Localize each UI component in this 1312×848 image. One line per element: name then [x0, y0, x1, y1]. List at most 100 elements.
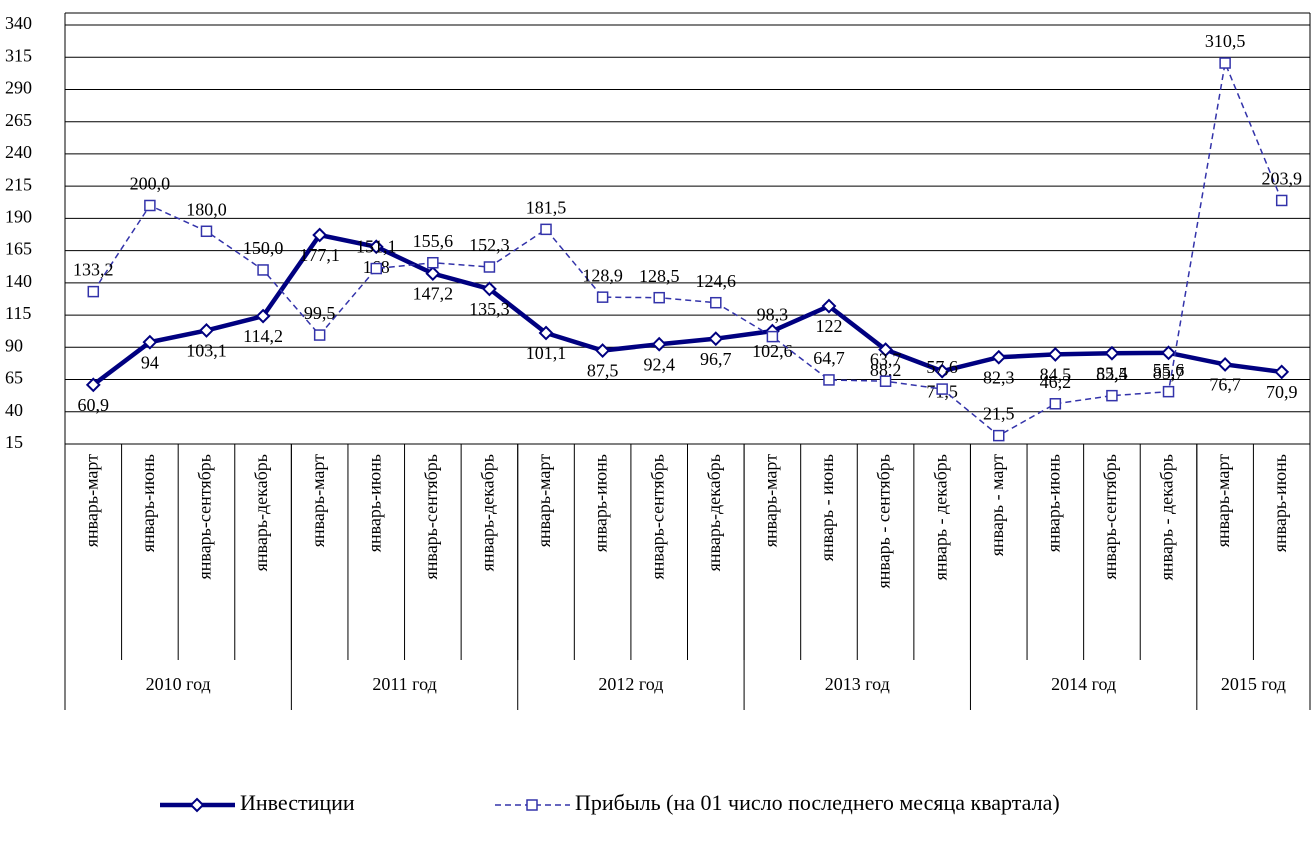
point [368, 239, 384, 255]
x-tick-label: январь-июнь [364, 454, 384, 552]
data-label: 203,9 [1261, 169, 1302, 189]
point [878, 342, 893, 358]
x-tick-label: январь - декабрь [930, 454, 950, 580]
legend-label: Прибыль (на 01 число последнего месяца к… [575, 790, 1060, 815]
x-tick-label: январь-декабрь [478, 454, 498, 571]
x-tick-label: январь - март [987, 454, 1007, 556]
data-label: 87,5 [587, 361, 619, 381]
x-tick-label: январь-сентябрь [1100, 454, 1120, 579]
y-tick-label: 265 [5, 110, 32, 130]
group-label: 2012 год [598, 674, 663, 694]
data-label: 155,6 [413, 231, 454, 251]
point [87, 285, 100, 298]
x-tick-label: январь-декабрь [251, 454, 271, 571]
legend-label: Инвестиции [240, 790, 355, 815]
x-tick-label: январь-июнь [1043, 454, 1063, 552]
point [1162, 385, 1175, 398]
x-tick-label: январь-июнь [1270, 454, 1290, 552]
data-label: 57,6 [926, 357, 958, 377]
y-tick-label: 240 [5, 142, 32, 162]
data-label: 152,3 [469, 235, 510, 255]
point [934, 363, 950, 379]
data-label: 76,7 [1209, 375, 1241, 395]
x-tick-label: январь-июнь [591, 454, 611, 552]
data-label: 181,5 [526, 197, 567, 217]
data-label: 82,3 [983, 367, 1015, 387]
data-label: 135,3 [469, 299, 510, 319]
point [313, 329, 326, 341]
data-label: 85,4 [1096, 363, 1128, 383]
y-tick-label: 190 [5, 207, 32, 227]
point [85, 377, 101, 393]
point [1161, 345, 1176, 361]
y-tick-label: 290 [5, 78, 32, 98]
point [821, 298, 837, 314]
point [1047, 346, 1063, 362]
data-label: 147,2 [413, 284, 454, 304]
data-label: 64,7 [813, 348, 845, 368]
point [651, 336, 667, 352]
point [766, 330, 779, 343]
point [1219, 57, 1231, 69]
data-label: 85,7 [1153, 363, 1185, 383]
y-tick-label: 65 [5, 368, 23, 388]
x-tick-label: январь - сентябрь [874, 454, 894, 588]
point [879, 375, 892, 387]
series-line [92, 60, 1283, 437]
data-label: 128,9 [582, 265, 623, 285]
point [200, 225, 213, 238]
data-label: 99,5 [304, 303, 336, 323]
point [1049, 398, 1062, 410]
data-label: 55,6 [1153, 360, 1185, 380]
y-tick-label: 90 [5, 335, 23, 355]
point [257, 264, 269, 276]
y-tick-label: 15 [5, 432, 23, 452]
point [312, 227, 328, 243]
data-label: 84,5 [1040, 365, 1072, 385]
y-tick-label: 40 [5, 400, 23, 420]
group-label: 2011 год [372, 674, 436, 694]
data-label: 94 [141, 352, 159, 372]
point [142, 334, 158, 350]
y-tick-label: 115 [5, 303, 31, 323]
point [595, 343, 611, 358]
y-tick-label: 215 [5, 174, 32, 194]
y-tick-label: 315 [5, 45, 32, 65]
y-tick-label: 165 [5, 239, 32, 259]
x-tick-label: январь-март [534, 454, 554, 547]
y-tick-label: 140 [5, 271, 32, 291]
data-label: 177,1 [299, 245, 340, 265]
data-label: 46,2 [1040, 372, 1072, 392]
data-label: 96,7 [700, 349, 732, 369]
point [483, 261, 496, 273]
point [991, 349, 1007, 365]
x-tick-label: январь-декабрь [704, 454, 724, 571]
data-label: 101,1 [526, 343, 567, 363]
x-tick-label: январь-июнь [138, 454, 158, 552]
data-label: 60,9 [78, 395, 110, 415]
point [482, 281, 497, 297]
x-tick-label: январь-сентябрь [647, 454, 667, 579]
x-tick-label: январь-сентябрь [195, 454, 215, 579]
data-label: 98,3 [757, 305, 789, 325]
data-label: 124,6 [696, 271, 737, 291]
point [199, 323, 214, 338]
point [427, 256, 439, 269]
series-line [91, 232, 1282, 387]
point [538, 325, 554, 341]
point [1106, 389, 1118, 402]
data-label: 133,2 [73, 260, 114, 280]
group-label: 2010 год [146, 674, 211, 694]
group-label: 2014 год [1051, 674, 1116, 694]
group-label: 2013 год [825, 674, 890, 694]
point [425, 266, 441, 281]
data-label: 310,5 [1205, 31, 1246, 51]
point [710, 296, 722, 309]
point [144, 199, 156, 212]
data-label: 70,9 [1266, 382, 1298, 402]
data-label: 150,0 [243, 238, 284, 258]
data-label: 128,5 [639, 266, 680, 286]
point [526, 799, 538, 811]
point [823, 374, 835, 386]
